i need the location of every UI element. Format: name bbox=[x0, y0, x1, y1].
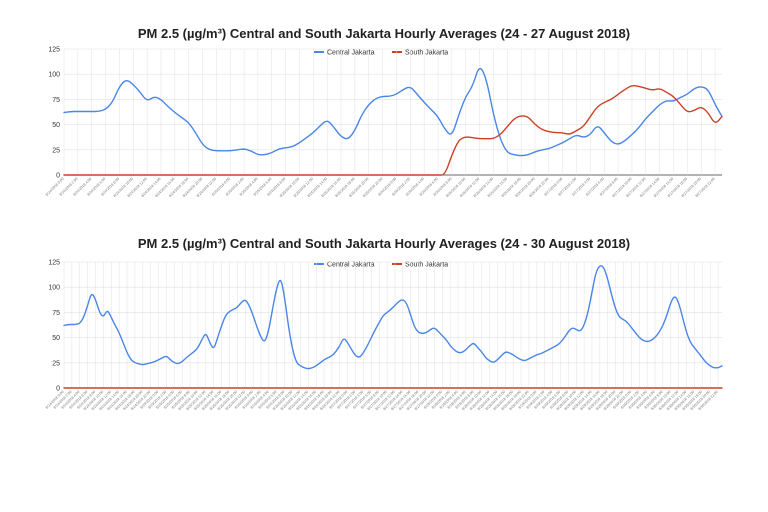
chart-bottom-y-tick-label: 100 bbox=[48, 285, 60, 292]
chart-top-y-tick-label: 50 bbox=[52, 122, 60, 129]
legend-central-label: Central Jakarta bbox=[327, 262, 375, 269]
chart-bottom: PM 2.5 (µg/m³) Central and South Jakarta… bbox=[45, 236, 723, 411]
chart-bottom-y-tick-label: 50 bbox=[52, 335, 60, 342]
chart-top: PM 2.5 (µg/m³) Central and South Jakarta… bbox=[45, 26, 723, 198]
legend-central-label: Central Jakarta bbox=[327, 50, 375, 57]
chart-bottom-y-axis: 0 25 50 75 100 125 bbox=[48, 260, 60, 393]
chart-top-y-tick-label: 100 bbox=[48, 72, 60, 79]
chart-top-grid bbox=[63, 48, 722, 176]
chart-bottom-y-tick-label: 0 bbox=[56, 386, 60, 393]
chart-top-y-tick-label: 75 bbox=[52, 97, 60, 104]
chart-bottom-series-line-central-jakarta bbox=[63, 265, 723, 370]
chart-bottom-title: PM 2.5 (µg/m³) Central and South Jakarta… bbox=[138, 236, 630, 251]
chart-bottom-plot bbox=[63, 265, 723, 389]
chart-top-y-tick-label: 0 bbox=[56, 173, 60, 180]
chart-top-series-line-south-jakarta bbox=[63, 84, 723, 176]
chart-bottom-grid bbox=[63, 261, 722, 389]
chart-top-series-line-central-jakarta bbox=[63, 67, 723, 157]
chart-top-y-axis: 0 25 50 75 100 125 bbox=[48, 47, 60, 180]
chart-bottom-y-tick-label: 25 bbox=[52, 360, 60, 367]
chart-bottom-x-axis: 8/24/2018 0:008/24/2018 2:008/24/2018 4:… bbox=[45, 390, 719, 411]
chart-bottom-y-tick-label: 125 bbox=[48, 260, 60, 267]
chart-top-y-tick-label: 25 bbox=[52, 147, 60, 154]
chart-bottom-legend: Central Jakarta South Jakarta bbox=[314, 262, 448, 269]
chart-top-legend: Central Jakarta South Jakarta bbox=[314, 50, 448, 57]
legend-south-label: South Jakarta bbox=[405, 50, 448, 57]
chart-top-y-tick-label: 125 bbox=[48, 47, 60, 54]
chart-top-x-axis: 8/24/2018 0:008/24/2018 2:008/24/2018 4:… bbox=[45, 177, 716, 198]
chart-top-title: PM 2.5 (µg/m³) Central and South Jakarta… bbox=[138, 26, 630, 41]
chart-top-plot bbox=[63, 67, 723, 176]
chart-bottom-y-tick-label: 75 bbox=[52, 310, 60, 317]
